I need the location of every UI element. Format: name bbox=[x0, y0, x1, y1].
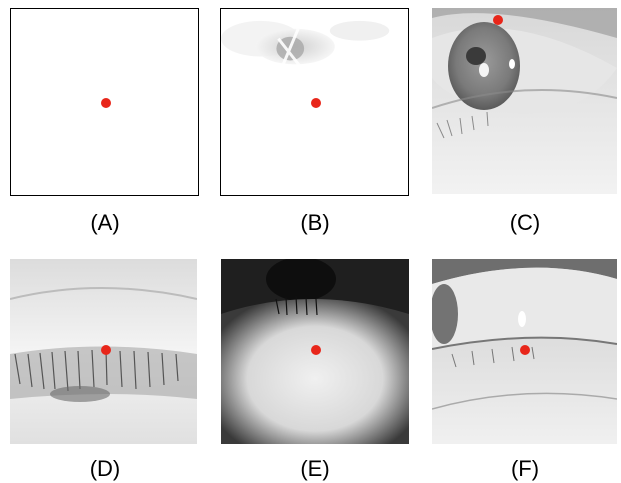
gaze-dot bbox=[101, 98, 111, 108]
panel-e-label: (E) bbox=[300, 456, 330, 481]
panel-e bbox=[221, 259, 409, 444]
panel-c-label: (C) bbox=[509, 210, 541, 235]
panel-a-label: (A) bbox=[90, 210, 120, 235]
gaze-dot bbox=[311, 345, 321, 355]
panel-d-label: (D) bbox=[89, 456, 121, 481]
gaze-dot bbox=[101, 345, 111, 355]
panel-c bbox=[432, 8, 617, 194]
gaze-dot bbox=[493, 15, 503, 25]
panel-f-label: (F) bbox=[510, 456, 540, 481]
gaze-dot bbox=[311, 98, 321, 108]
panel-f bbox=[432, 259, 617, 444]
gaze-dot bbox=[520, 345, 530, 355]
panel-b-label: (B) bbox=[300, 210, 330, 235]
panel-a bbox=[10, 8, 199, 196]
faint-eye-image bbox=[221, 20, 390, 68]
panel-b bbox=[220, 8, 409, 196]
panel-d bbox=[10, 259, 197, 444]
open-eye-image bbox=[432, 8, 617, 194]
